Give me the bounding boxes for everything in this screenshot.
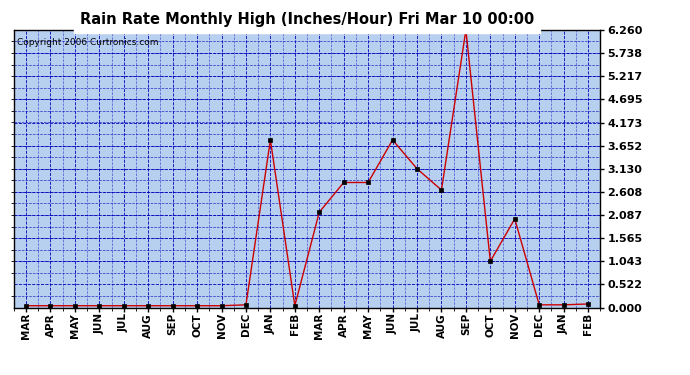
Text: Copyright 2006 Curtronics.com: Copyright 2006 Curtronics.com: [17, 38, 158, 47]
Title: Rain Rate Monthly High (Inches/Hour) Fri Mar 10 00:00: Rain Rate Monthly High (Inches/Hour) Fri…: [80, 12, 534, 27]
